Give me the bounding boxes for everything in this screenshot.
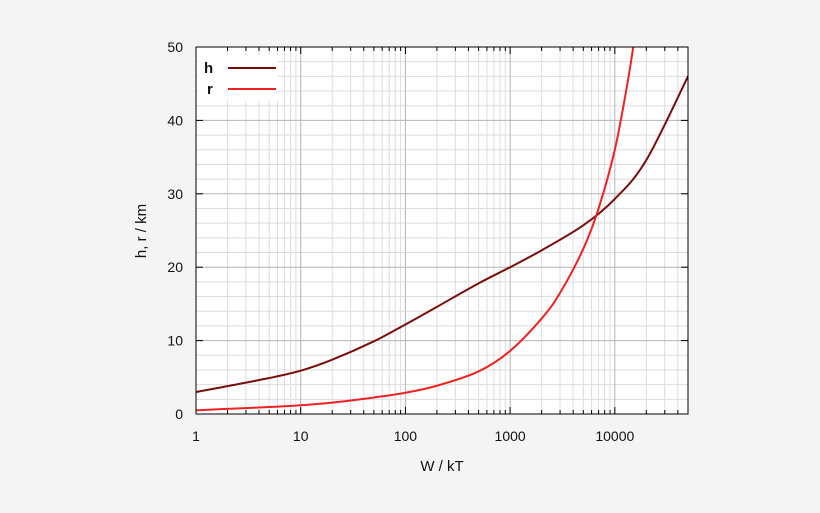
y-tick-label: 40 [167,112,183,128]
x-tick-label: 1000 [495,428,526,444]
grid [195,46,688,415]
x-tick-label: 100 [394,428,418,444]
plot-frame [195,46,689,415]
legend: h r [198,55,278,101]
x-tick-label: 10000 [595,428,634,444]
y-tick-label: 0 [175,406,183,422]
y-axis-label: h, r / km [133,204,150,258]
y-tick-label: 50 [167,39,183,55]
y-tick-label: 30 [167,186,183,202]
x-axis-label: W / kT [420,458,463,475]
axis-ticks: 0 10 20 30 40 50 1 10 100 1000 10000 [167,39,688,444]
legend-label-h: h [204,60,213,77]
x-tick-label: 10 [293,428,309,444]
y-tick-label: 20 [167,259,183,275]
legend-label-r: r [207,81,213,98]
series-lines [196,47,688,412]
x-tick-label: 1 [192,428,200,444]
legend-box [198,55,278,101]
plot-area [196,47,688,414]
y-tick-label: 10 [167,333,183,349]
series-line-h [196,75,688,393]
series-line-r [196,47,635,412]
